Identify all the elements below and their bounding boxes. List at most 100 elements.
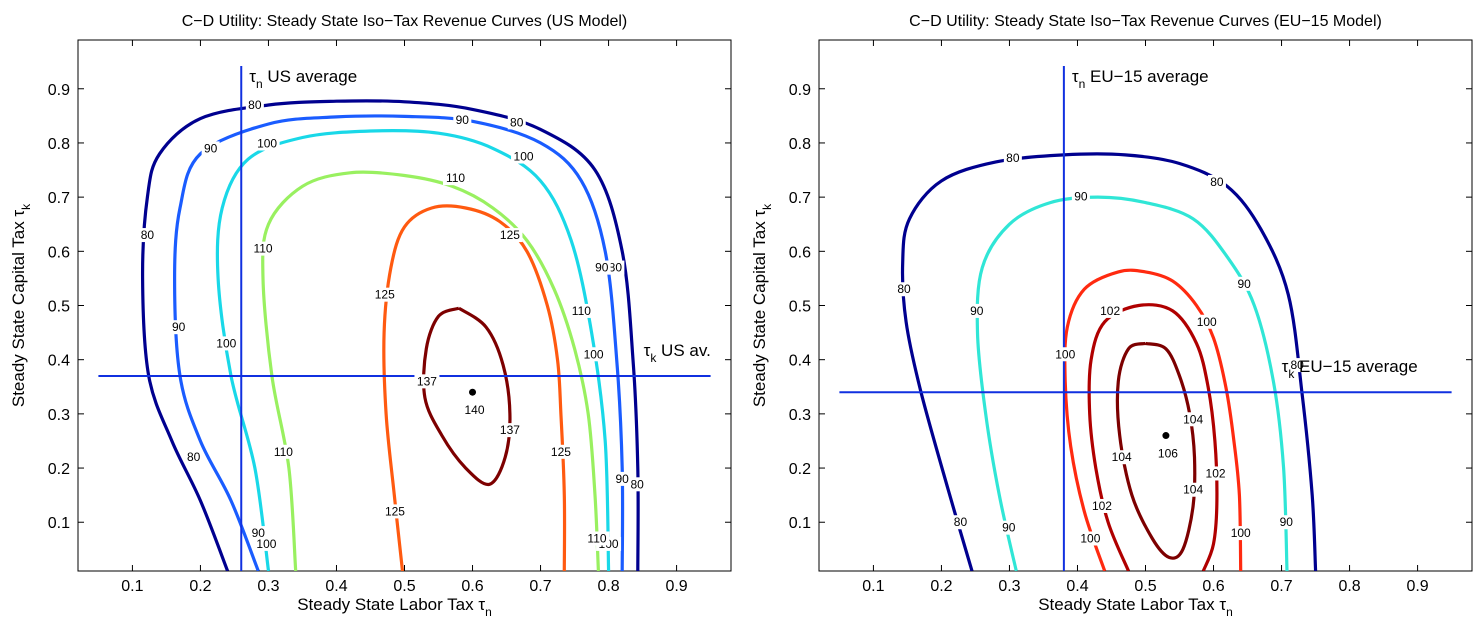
contour-line-100 [1063,268,1243,571]
contour-label-bg [1052,347,1078,362]
contour-label: 90 [204,141,218,155]
contour-line-102 [1087,303,1219,571]
max-revenue-label: 106 [1158,447,1178,461]
contour-label-bg [1228,526,1254,541]
contour-label: 100 [1080,531,1100,545]
y-tick-label: 0.6 [48,244,70,261]
contour-label-bg [270,444,296,459]
x-tick-label: 0.2 [930,578,952,595]
contour-label-bg [245,98,264,113]
contour-label: 90 [172,320,186,334]
contour-label: 90 [1280,515,1294,529]
contour-label: 100 [256,537,276,551]
contour-label-bg [592,260,611,275]
x-tick-label: 0.9 [665,578,687,595]
contour-label-bg [1077,531,1103,546]
contour-label: 110 [274,445,293,459]
contour-label-bg [138,228,157,243]
contour-line-104 [1115,341,1197,560]
contour-label: 100 [1231,526,1251,540]
y-tick-label: 0.5 [789,299,811,316]
hline-annotation: τk EU−15 average [1282,357,1418,381]
contour-label: 100 [1197,315,1217,329]
y-tick-label: 0.4 [789,353,811,370]
contour-label: 80 [954,515,968,529]
vline-annotation-text: EU−15 average [1085,67,1208,86]
x-axis-label-text: Steady State Labor Tax τ [297,595,485,614]
contour-label-bg [249,526,268,541]
contour-label-bg [382,504,408,519]
contour-label-bg [254,136,280,151]
contour-line-90 [173,114,625,571]
hline-annotation: τk US av. [644,341,711,365]
contour-label: 100 [514,149,534,163]
x-axis-label: Steady State Labor Tax τn [1038,595,1233,619]
contour-label: 80 [1006,151,1020,165]
contour-label-bg [1288,358,1307,373]
x-tick-label: 0.1 [121,578,143,595]
contour-label: 125 [551,445,571,459]
y-tick-label: 0.3 [48,407,70,424]
vline-annotation-text: US average [263,67,358,86]
panel-1: C−D Utility: Steady State Iso−Tax Revenu… [9,13,732,619]
vline-annotation: τn EU−15 average [1072,67,1209,91]
x-tick-label: 0.4 [325,578,347,595]
contour-label: 100 [257,136,277,150]
contour-label: 80 [141,228,155,242]
y-tick-label: 0.4 [48,353,70,370]
max-revenue-label: 140 [465,403,485,417]
y-tick-label: 0.5 [48,299,70,316]
contour-label: 137 [417,374,437,388]
x-tick-label: 0.3 [257,578,279,595]
y-tick-label: 0.9 [789,82,811,99]
contour-label-bg [1180,412,1206,427]
contour-line-110 [261,170,600,571]
contour-label-bg [372,287,398,302]
contour-label: 125 [500,228,520,242]
contour-label-bg [169,320,188,335]
y-tick-label: 0.2 [789,461,811,478]
contour-label-bg [951,515,970,530]
contour-label-bg [1071,189,1090,204]
contour-label: 80 [187,450,201,464]
vline-annotation-subscript: n [256,77,263,91]
y-tick-label: 0.6 [789,244,811,261]
x-tick-label: 0.9 [1406,578,1428,595]
y-tick-label: 0.9 [48,82,70,99]
x-tick-label: 0.7 [1270,578,1292,595]
max-revenue-point [469,388,477,396]
contour-label-bg [548,444,574,459]
contour-label-bg [581,347,607,362]
x-tick-label: 0.7 [529,578,551,595]
contour-label-bg [511,149,537,164]
x-axis-label-subscript: n [1226,605,1233,619]
x-axis-label-text: Steady State Labor Tax τ [1038,595,1226,614]
contour-label-bg [1277,515,1296,530]
max-revenue-point [1162,432,1170,440]
contour-label-bg [184,450,203,465]
contour-label: 100 [584,347,604,361]
hline-annotation-subscript: k [650,351,657,365]
contour-label-bg [253,536,279,551]
y-tick-label: 0.1 [789,515,811,532]
contour-label-bg [250,241,276,256]
contour-label: 110 [572,304,591,318]
y-axis-label: Steady State Capital Tax τk [750,203,774,407]
contour-label-bg [1003,151,1022,166]
contour-label: 110 [253,242,272,256]
contour-label: 80 [897,282,911,296]
hline-annotation-text: EU−15 average [1294,357,1417,376]
x-tick-label: 0.1 [862,578,884,595]
contour-label-bg [1194,314,1220,329]
contour-label: 102 [1206,466,1226,480]
contour-label: 125 [375,288,395,302]
contour-label: 90 [1002,521,1016,535]
x-axis-label-subscript: n [485,605,492,619]
contour-label: 137 [500,423,520,437]
contour-label-bg [443,171,469,186]
y-tick-label: 0.8 [48,136,70,153]
x-axis-label: Steady State Labor Tax τn [297,595,492,619]
y-tick-label: 0.1 [48,515,70,532]
contour-label: 90 [1237,277,1251,291]
